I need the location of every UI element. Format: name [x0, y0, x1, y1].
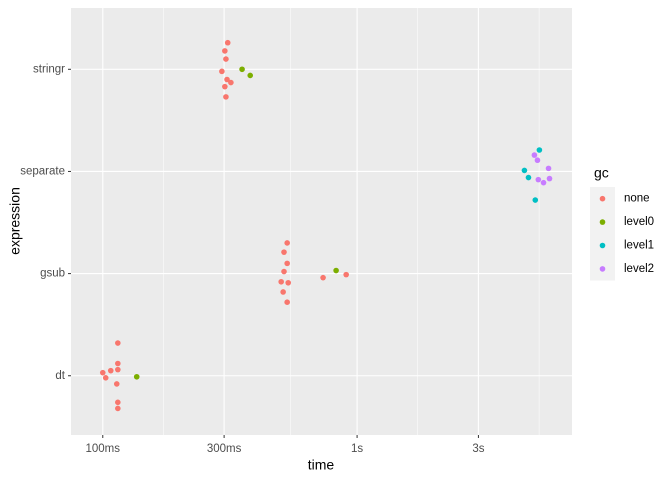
point [534, 157, 541, 164]
point [107, 367, 114, 374]
point [284, 260, 290, 267]
point [228, 79, 234, 86]
point [525, 174, 532, 181]
point [224, 76, 230, 83]
y-tick-label: stringr [33, 63, 65, 75]
point [115, 366, 121, 373]
legend-title: gc [594, 165, 609, 181]
x-tick-label: 300ms [207, 443, 242, 455]
panel-background [71, 8, 572, 435]
point [115, 399, 121, 406]
point [223, 94, 229, 100]
point [535, 176, 542, 183]
point [239, 66, 245, 73]
x-axis-title: time [308, 457, 335, 473]
point [284, 240, 290, 246]
legend-label: level1 [624, 240, 654, 252]
point [280, 289, 286, 295]
x-tick-label: 1s [351, 443, 363, 455]
point [115, 405, 121, 412]
point [223, 56, 229, 62]
legend-label: level2 [624, 263, 654, 275]
point [281, 249, 287, 255]
point [546, 175, 553, 182]
legend-key-background [590, 187, 615, 281]
point [343, 271, 349, 278]
point [521, 167, 528, 174]
y-axis-title: expression [7, 187, 23, 255]
point [278, 278, 284, 285]
point [102, 374, 109, 381]
point [224, 39, 231, 46]
x-tick-label: 100ms [86, 443, 121, 455]
point [247, 72, 254, 79]
point [99, 369, 106, 376]
point [281, 268, 287, 275]
point [532, 197, 539, 203]
point [540, 179, 547, 186]
point [333, 267, 339, 274]
legend-key [599, 219, 606, 225]
y-tick-label: separate [20, 165, 65, 177]
legend-label: none [624, 193, 650, 205]
point [536, 147, 543, 153]
y-tick-label: gsub [40, 268, 65, 280]
legend-key [599, 266, 606, 272]
legend-key [599, 242, 606, 249]
point [115, 360, 121, 367]
point [222, 48, 228, 54]
point [133, 373, 140, 380]
point [219, 68, 225, 75]
point [545, 165, 552, 172]
point [284, 299, 290, 306]
point [115, 340, 121, 346]
point [222, 83, 228, 90]
legend-key [599, 195, 606, 202]
point [285, 279, 292, 286]
point [531, 152, 538, 158]
x-tick-label: 3s [472, 443, 484, 455]
point [113, 381, 120, 387]
y-tick-label: dt [55, 370, 65, 382]
point [320, 274, 326, 281]
legend-label: level0 [624, 216, 654, 228]
